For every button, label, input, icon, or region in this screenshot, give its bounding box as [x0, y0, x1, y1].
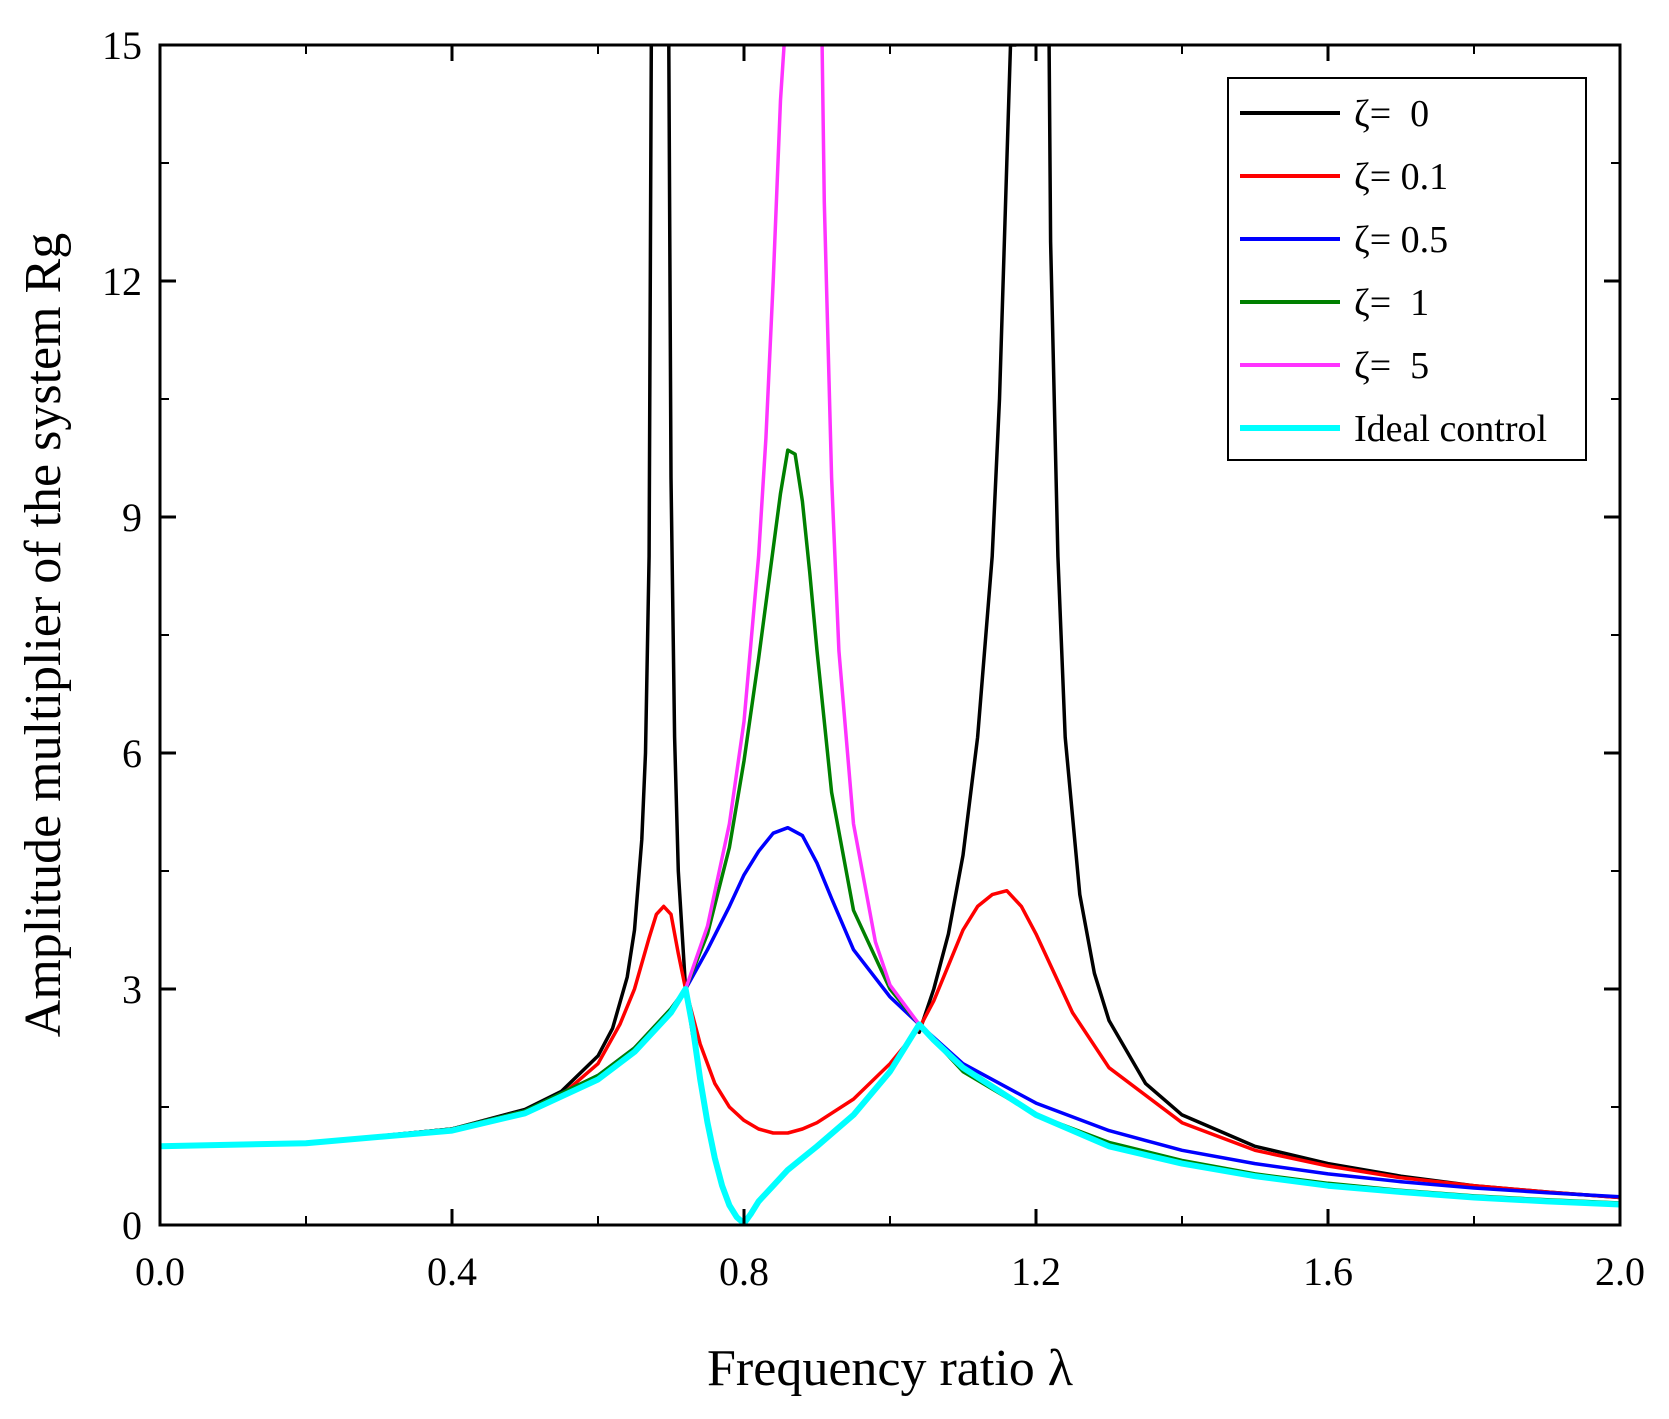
- series-line-2: [160, 825, 1620, 1199]
- ticks-layer: 0.0 0.4 0.8 1.2 1.6 2.0 0 3 6 9 12 15: [102, 23, 1645, 1294]
- series-line-3: [160, 448, 1620, 1205]
- x-tick-label: 0.0: [135, 1249, 185, 1294]
- legend-box: [1227, 77, 1587, 461]
- legend: ζ= 0 ζ= 0.1 ζ= 0.5 ζ= 1 ζ= 5 Ideal control: [1227, 77, 1587, 461]
- y-tick-label: 6: [122, 731, 142, 776]
- series-line-1: [160, 888, 1620, 1200]
- x-tick-label: 0.4: [427, 1249, 477, 1294]
- series-line-5: [160, 986, 1620, 1225]
- legend-items: ζ= 0 ζ= 0.1 ζ= 0.5 ζ= 1 ζ= 5 Ideal control: [1240, 93, 1547, 450]
- series-line-0: [160, 45, 654, 1149]
- legend-label: ζ= 5: [1354, 345, 1429, 387]
- x-tick-label: 0.8: [719, 1249, 769, 1294]
- y-tick-label: 12: [102, 259, 142, 304]
- x-axis-title: Frequency ratio λ: [707, 1340, 1073, 1397]
- y-tick-label: 9: [122, 495, 142, 540]
- legend-label: ζ= 0: [1354, 93, 1429, 135]
- legend-label: Ideal control: [1354, 408, 1547, 450]
- y-tick-label: 3: [122, 967, 142, 1012]
- y-axis-title: Amplitude multiplier of the system Rg: [15, 233, 72, 1037]
- x-tick-label: 1.2: [1011, 1249, 1061, 1294]
- y-tick-label: 15: [102, 23, 142, 68]
- series-line-4: [683, 45, 786, 991]
- legend-label: ζ= 0.5: [1354, 219, 1448, 261]
- x-tick-label: 2.0: [1595, 1249, 1645, 1294]
- series-line-4: [820, 45, 921, 1027]
- legend-label: ζ= 0.1: [1354, 156, 1448, 198]
- series-line-0: [917, 45, 1018, 1035]
- series-line-0: [667, 45, 695, 1038]
- series-layer: [160, 45, 1620, 1225]
- y-tick-label: 0: [122, 1203, 142, 1248]
- legend-label: ζ= 1: [1354, 282, 1429, 324]
- x-tick-label: 1.6: [1303, 1249, 1353, 1294]
